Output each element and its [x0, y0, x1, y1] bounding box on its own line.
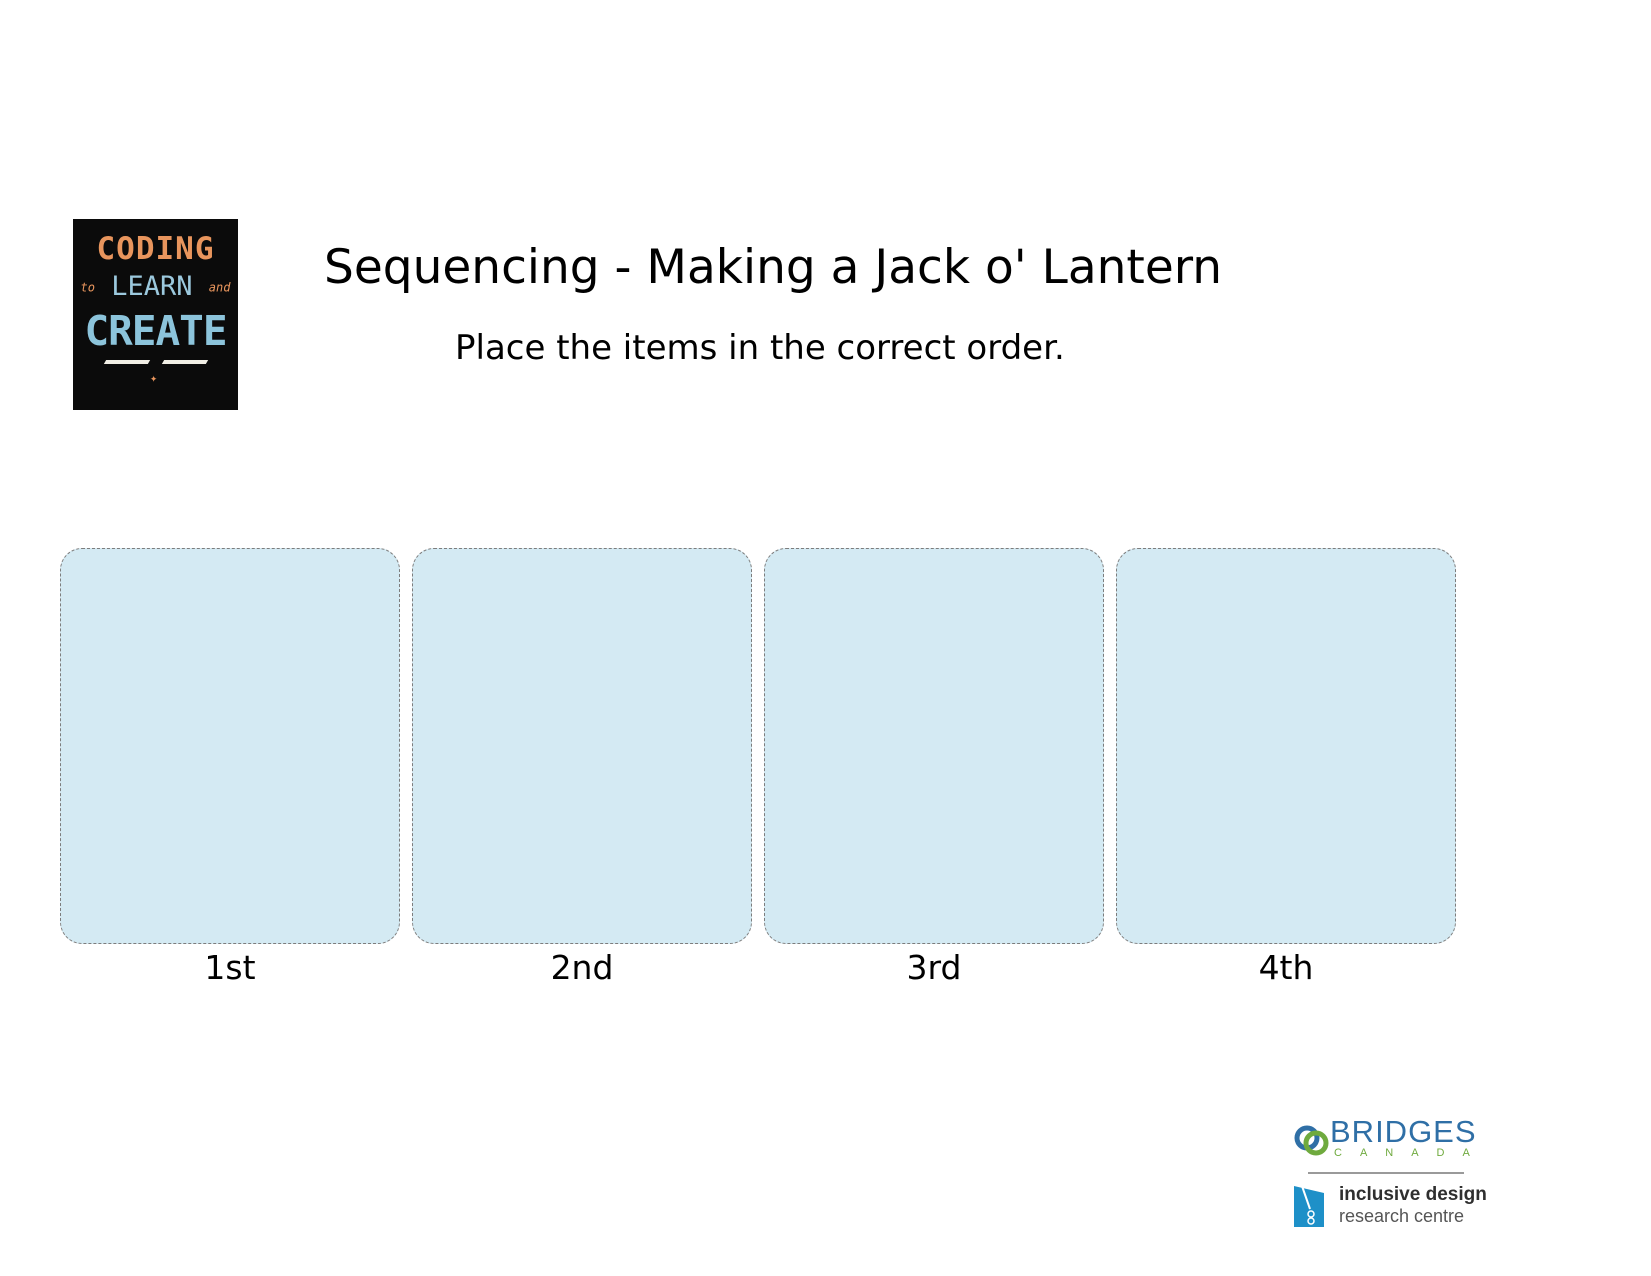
coding-to-learn-and-create-logo: CODING to LEARN and CREATE ✦	[73, 219, 238, 410]
idrc-name-line1: inclusive design	[1339, 1184, 1487, 1205]
idrc-logo: inclusive design research centre	[1294, 1183, 1487, 1231]
logo-word-and: and	[208, 280, 231, 295]
sequence-slot-2[interactable]	[412, 548, 752, 944]
sequence-slot-1[interactable]	[60, 548, 400, 944]
logo-word-learn: LEARN	[111, 271, 193, 302]
slot-label-4th: 4th	[1258, 948, 1314, 987]
bridges-name: BRIDGES	[1330, 1114, 1477, 1149]
idrc-name-line2: research centre	[1339, 1206, 1465, 1226]
logo-decoration: ✦	[73, 356, 238, 384]
logo-line-create: CREATE	[84, 306, 227, 355]
bridges-canada-logo: BRIDGES CANADA	[1294, 1114, 1479, 1161]
bridges-rings-icon	[1294, 1125, 1329, 1156]
lightning-bolt-icon	[103, 359, 151, 364]
slot-label-2nd: 2nd	[550, 948, 614, 987]
bridges-subtitle: CANADA	[1334, 1147, 1488, 1159]
page-title: Sequencing - Making a Jack o' Lantern	[324, 240, 1223, 295]
idrc-mark-icon	[1294, 1185, 1324, 1227]
sequence-slot-3[interactable]	[764, 548, 1104, 944]
logo-line-learn: to LEARN and	[73, 269, 238, 306]
instructions-text: Place the items in the correct order.	[455, 328, 1065, 368]
slot-label-1st: 1st	[204, 948, 256, 987]
partner-logos: BRIDGES CANADA inclusive design research…	[1294, 1114, 1487, 1232]
logo-word-to: to	[80, 280, 95, 295]
logo-line-coding: CODING	[96, 231, 215, 267]
sparkle-icon: ✦	[150, 370, 158, 385]
logo-divider	[1308, 1172, 1464, 1174]
lightning-bolt-icon	[161, 359, 209, 364]
sequence-slot-4[interactable]	[1116, 548, 1456, 944]
slot-label-3rd: 3rd	[906, 948, 962, 987]
